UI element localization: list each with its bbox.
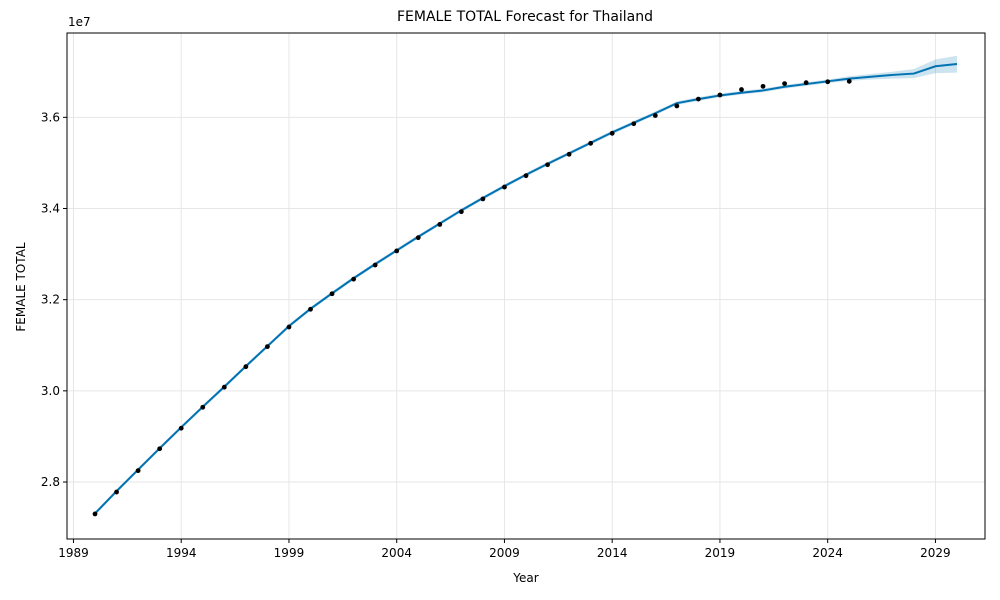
observed-point [609,130,615,136]
y-axis-ticks: 2.8 3.0 3.2 3.4 3.6 [41,110,67,489]
observed-point [372,262,378,268]
x-tick-label: 2009 [489,546,520,560]
x-tick-label: 2014 [597,546,628,560]
observed-point [437,222,443,227]
observed-point [308,306,313,312]
x-tick-label: 2004 [381,546,412,560]
grid-layer [67,33,985,539]
observed-point [458,209,464,215]
observed-point [782,81,787,86]
observed-point [114,489,119,495]
observed-point [157,446,163,452]
observed-point [286,324,292,330]
observed-point [566,151,572,157]
x-axis-ticks: 1989 1994 1999 2004 2009 2014 2019 2024 2029 [58,539,951,560]
observed-point [825,79,831,85]
x-axis-label: Year [512,571,538,585]
plot-area-frame [66,32,986,540]
observed-point [200,404,206,410]
observed-point [545,162,550,168]
observed-point [480,196,486,202]
y-tick-label: 3.4 [41,202,60,216]
observed-point [329,291,335,297]
observed-point [502,184,507,190]
observed-point [760,83,766,89]
observed-point [846,78,852,84]
y-tick-label: 3.6 [41,110,60,124]
observed-point [243,364,249,370]
y-tick-label: 3.2 [41,293,60,307]
x-tick-label: 1994 [166,546,197,560]
x-tick-label: 2019 [705,546,736,560]
observed-point [803,80,809,86]
chart-title: FEMALE TOTAL Forecast for Thailand [397,9,653,25]
observed-point [717,92,723,98]
y-tick-label: 2.8 [41,475,60,489]
observed-point [265,344,270,350]
observed-point [415,235,421,241]
observed-point [674,103,680,109]
y-axis-label: FEMALE TOTAL [14,242,28,332]
observed-point [135,468,141,474]
observed-point [351,276,357,282]
observed-point [221,384,227,390]
observed-point [394,248,400,254]
observed-point [92,511,98,517]
x-tick-label: 1999 [274,546,305,560]
observed-point [523,173,529,179]
observed-point [588,140,594,146]
x-tick-label: 2029 [920,546,951,560]
observed-point [652,113,658,118]
y-axis-offset-label: 1e7 [68,15,91,29]
observed-point [739,87,744,92]
observed-point [695,96,701,102]
observed-point [631,121,637,127]
observed-points [92,78,852,517]
y-tick-label: 3.0 [41,384,60,398]
x-tick-label: 2024 [812,546,843,560]
observed-point [178,425,184,431]
x-tick-label: 1989 [58,546,89,560]
